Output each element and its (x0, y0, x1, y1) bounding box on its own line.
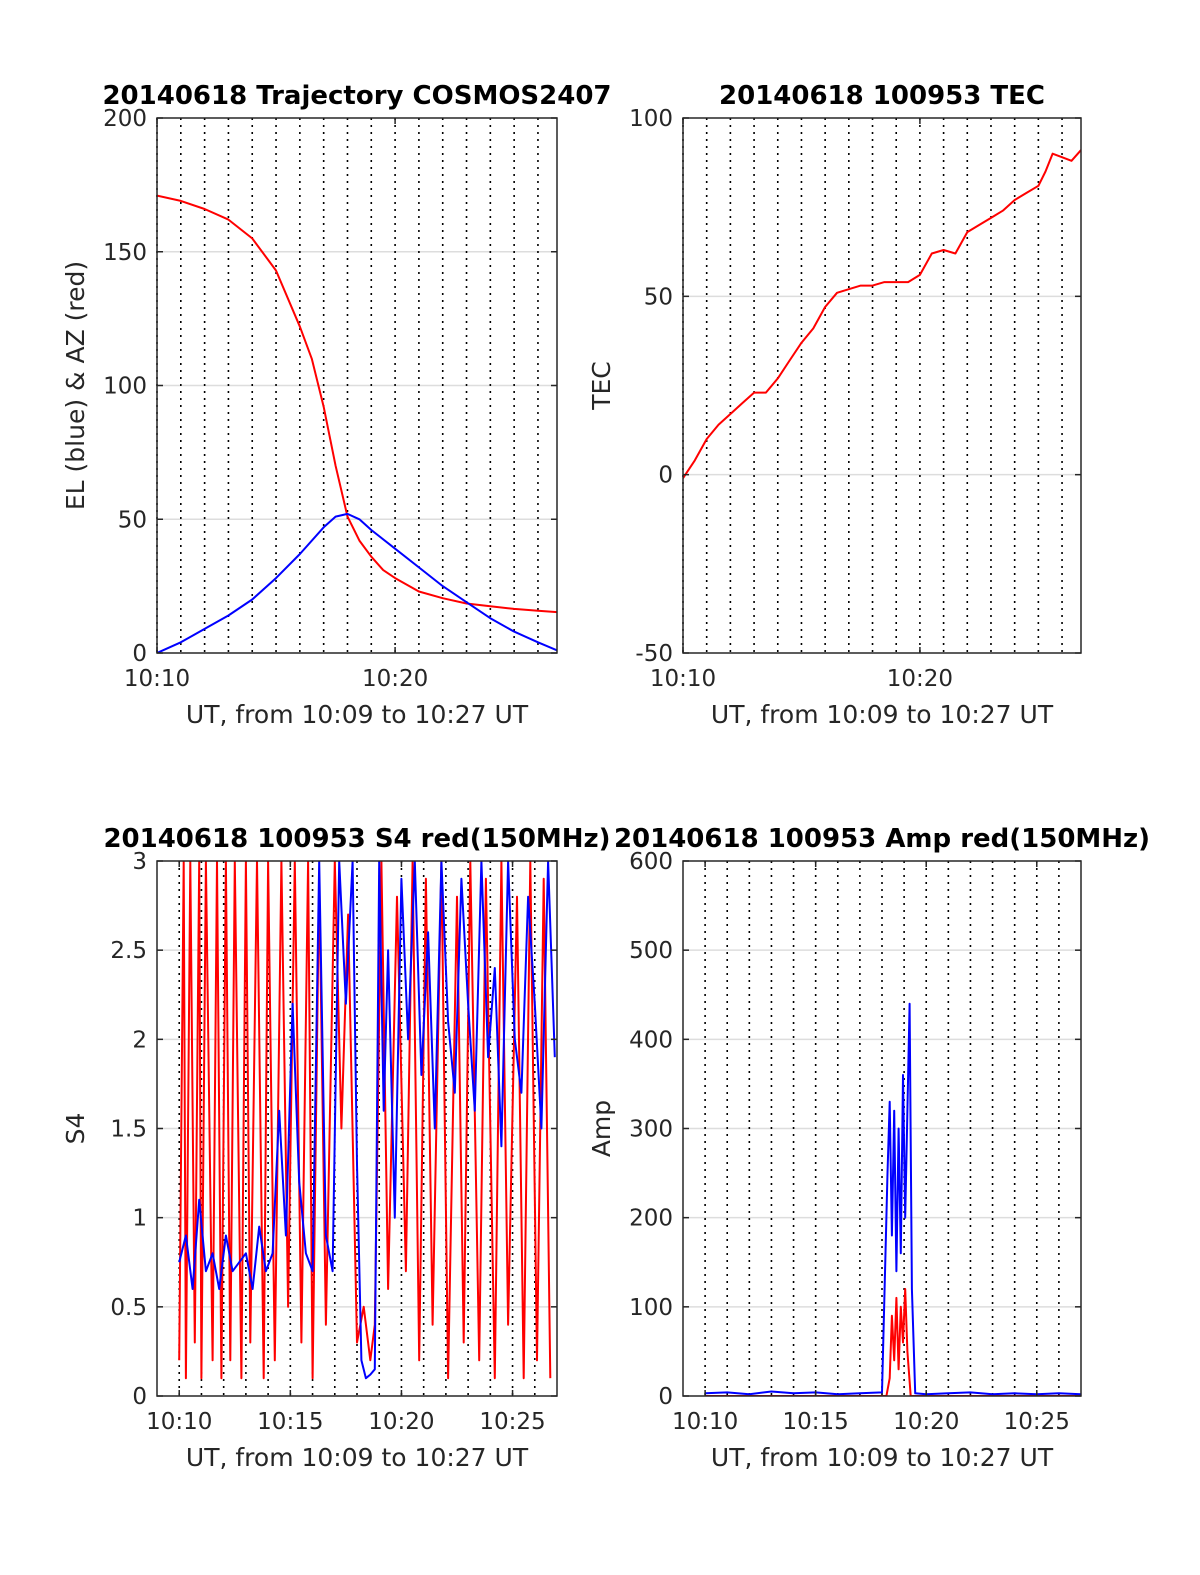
x-tick-label: 10:15 (783, 1409, 849, 1435)
y-tick-label: 200 (629, 1206, 673, 1232)
x-tick-label: 10:10 (124, 666, 190, 692)
chart-title: 20140618 100953 Amp red(150MHz) (614, 824, 1150, 854)
y-axis-label: TEC (587, 361, 616, 411)
series-line-1 (157, 194, 557, 614)
x-axis-label: UT, from 10:09 to 10:27 UT (186, 700, 529, 729)
y-tick-label: 1.5 (110, 1117, 147, 1143)
y-tick-label: 2 (132, 1027, 147, 1053)
y-tick-label: 2.5 (110, 938, 147, 964)
chart-title: 20140618 100953 S4 red(150MHz) (103, 824, 610, 854)
y-tick-label: 150 (103, 240, 147, 266)
x-tick-label: 10:25 (479, 1409, 545, 1435)
series-group (157, 194, 557, 653)
series-group (683, 149, 1081, 479)
x-tick-label: 10:15 (257, 1409, 323, 1435)
series-group (178, 861, 556, 1380)
y-tick-label: 0 (658, 463, 673, 489)
series-line-2 (157, 512, 557, 653)
axes-box (682, 117, 1082, 654)
x-axis-label: UT, from 10:09 to 10:27 UT (711, 700, 1054, 729)
y-tick-label: 200 (103, 106, 147, 132)
y-axis-label: S4 (61, 1113, 90, 1145)
y-axis-label: Amp (587, 1100, 616, 1157)
series-line-1 (178, 861, 552, 1380)
x-axis-label: UT, from 10:09 to 10:27 UT (186, 1443, 529, 1472)
s4-panel: 0 0.5 1 1.5 2 2.5 3 10:10 10:15 10:20 10:25 2014061… (61, 824, 611, 1472)
x-tick-label: 10:10 (672, 1409, 738, 1435)
y-tick-label: 100 (629, 1295, 673, 1321)
y-tick-label: 500 (629, 938, 673, 964)
series-line-2 (178, 861, 556, 1380)
series-line-1 (705, 1288, 1081, 1396)
y-tick-label: 100 (103, 374, 147, 400)
y-tick-label: 300 (629, 1117, 673, 1143)
x-tick-label: 10:20 (368, 1409, 434, 1435)
x-tick-label: 10:20 (887, 666, 953, 692)
x-tick-label: 10:20 (362, 666, 428, 692)
y-tick-label: 400 (629, 1027, 673, 1053)
y-tick-label: 1 (132, 1206, 147, 1232)
series-group (705, 1002, 1081, 1396)
y-tick-label: 50 (644, 284, 673, 310)
y-tick-label: 100 (629, 106, 673, 132)
x-tick-label: 10:25 (1004, 1409, 1070, 1435)
series-line-1 (683, 149, 1081, 479)
y-axis-label: EL (blue) & AZ (red) (61, 261, 90, 510)
trajectory-panel: 0 50 100 150 200 10:10 10:20 20140618 Trajector… (61, 81, 612, 729)
tec-panel: -50 0 50 100 10:10 10:20 20140618 100953 TEC UT… (587, 81, 1082, 729)
y-tick-label: 0 (132, 641, 147, 667)
x-tick-label: 10:10 (146, 1409, 212, 1435)
x-tick-label: 10:20 (893, 1409, 959, 1435)
y-tick-label: 0 (132, 1384, 147, 1410)
y-tick-label: 0 (658, 1384, 673, 1410)
amp-panel: 0 100 200 300 400 500 600 10:10 10:15 10:20 10:25 2… (587, 824, 1150, 1472)
y-tick-label: 50 (118, 507, 147, 533)
x-tick-label: 10:10 (650, 666, 716, 692)
x-axis-label: UT, from 10:09 to 10:27 UT (711, 1443, 1054, 1472)
chart-title: 20140618 100953 TEC (719, 81, 1045, 111)
y-tick-label: 3 (132, 849, 147, 875)
series-line-2 (705, 1002, 1081, 1396)
y-tick-label: 600 (629, 849, 673, 875)
chart-title: 20140618 Trajectory COSMOS2407 (102, 81, 611, 111)
y-tick-label: 0.5 (110, 1295, 147, 1321)
y-tick-label: -50 (635, 641, 673, 667)
